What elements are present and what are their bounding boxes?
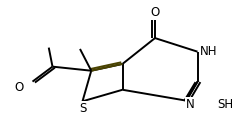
Text: O: O (150, 6, 160, 19)
Text: NH: NH (200, 45, 218, 58)
Text: SH: SH (218, 98, 234, 111)
Text: S: S (79, 102, 86, 115)
Text: N: N (186, 98, 194, 111)
Text: O: O (14, 81, 24, 94)
